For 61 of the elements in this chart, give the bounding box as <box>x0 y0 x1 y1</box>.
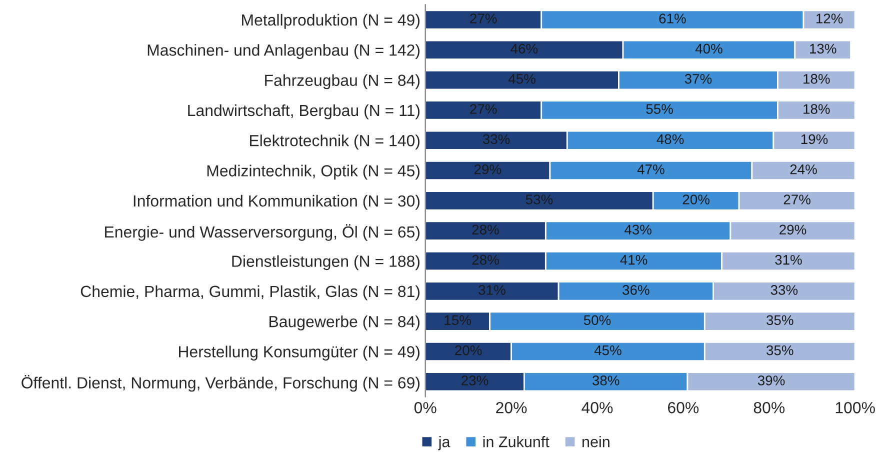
data-label: 19% <box>801 134 828 144</box>
data-label: 31% <box>478 285 506 295</box>
y-tick-label: Landwirtschaft, Bergbau (N = 11) <box>188 104 420 120</box>
x-tick-label: 100% <box>836 402 875 414</box>
data-label: 23% <box>462 376 488 386</box>
y-tick-label: Information und Kommunikation (N = 30) <box>134 194 420 210</box>
data-label: 46% <box>510 44 538 54</box>
x-tick-label: 0% <box>414 402 436 414</box>
data-label: 43% <box>624 224 652 235</box>
data-label: 24% <box>790 164 817 174</box>
legend-label: nein <box>582 436 610 448</box>
y-tick-label: Fahrzeugbau (N = 84) <box>265 74 420 90</box>
data-label: 40% <box>695 44 722 54</box>
data-label: 13% <box>810 44 836 54</box>
data-label: 45% <box>594 345 622 356</box>
data-label: 36% <box>622 285 650 295</box>
y-tick-label: Baugewerbe (N = 84) <box>270 316 420 330</box>
data-label: 20% <box>455 345 482 356</box>
data-label: 28% <box>472 254 499 265</box>
y-tick-label: Herstellung Konsumgüter (N = 49) <box>179 346 420 361</box>
data-label: 18% <box>804 104 830 114</box>
y-tick-label: Elektrotechnik (N = 140) <box>250 134 420 150</box>
data-label: 41% <box>620 254 648 265</box>
data-label: 27% <box>470 104 497 114</box>
data-label: 27% <box>470 14 497 24</box>
x-tick-label: 60% <box>668 402 699 414</box>
data-label: 38% <box>592 376 620 386</box>
y-tick-label: Maschinen- und Anlagenbau (N = 142) <box>148 44 420 59</box>
data-label: 28% <box>472 224 499 235</box>
data-label: 29% <box>474 164 502 174</box>
data-label: 53% <box>526 194 553 204</box>
data-label: 27% <box>784 194 810 204</box>
data-label: 35% <box>766 315 794 326</box>
data-label: 35% <box>766 345 794 356</box>
x-tick-label: 40% <box>582 402 613 414</box>
legend-label: ja <box>438 436 450 450</box>
y-tick-label: Energie- und Wasserversorgung, Öl (N = 65) <box>105 224 420 241</box>
data-label: 33% <box>482 134 510 144</box>
y-tick-label: Dienstleistungen (N = 188) <box>232 255 420 270</box>
data-label: 55% <box>646 104 673 114</box>
data-label: 39% <box>758 376 785 386</box>
y-tick-label: Öffentl. Dienst, Normung, Verbände, Forschung (N = 69) <box>22 374 420 392</box>
data-label: 33% <box>770 285 798 295</box>
y-tick-label: Metallproduktion (N = 49) <box>242 14 420 29</box>
data-label: 50% <box>584 315 611 326</box>
data-label: 47% <box>637 164 664 174</box>
data-label: 31% <box>775 254 802 265</box>
data-label: 12% <box>816 14 843 24</box>
x-tick-label: 20% <box>496 402 527 414</box>
y-tick-label: Medizintechnik, Optik (N = 45) <box>207 164 420 180</box>
data-label: 29% <box>780 224 806 235</box>
y-tick-label: Chemie, Pharma, Gummi, Plastik, Glas (N = 81) <box>80 285 420 300</box>
legend-label: in Zukunft <box>483 436 550 448</box>
x-tick-label: 80% <box>754 402 785 414</box>
data-label: 15% <box>444 315 471 326</box>
data-label: 48% <box>656 134 684 144</box>
data-label: 45% <box>508 74 536 84</box>
data-label: 61% <box>659 14 686 24</box>
data-label: 18% <box>804 74 830 84</box>
data-label: 37% <box>684 74 712 84</box>
data-label: 20% <box>682 194 710 204</box>
